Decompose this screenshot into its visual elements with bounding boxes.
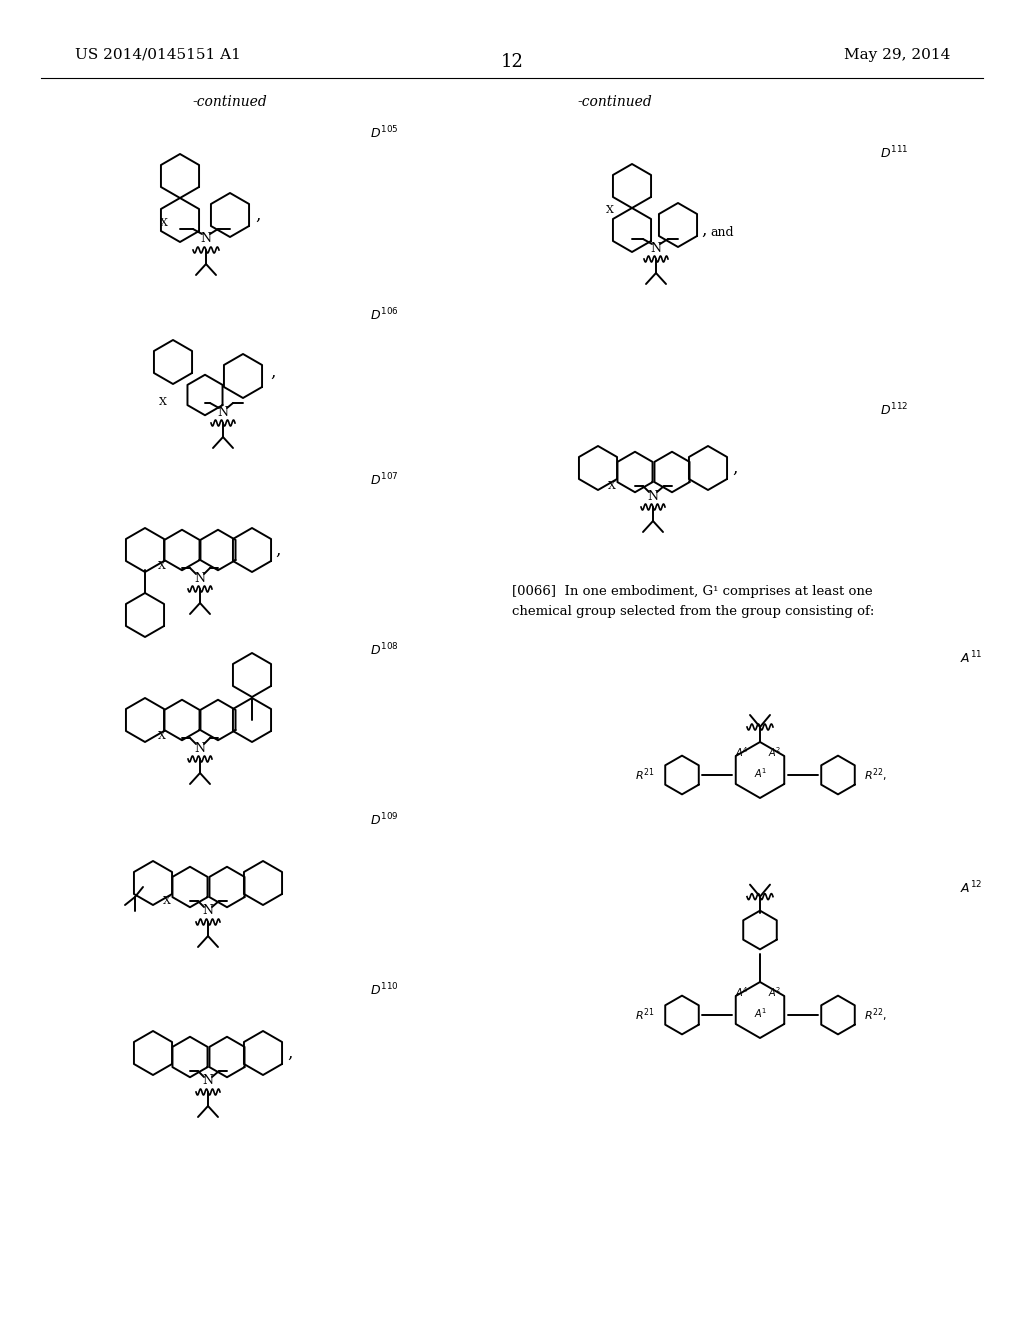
Text: N: N	[647, 490, 658, 503]
Text: ,: ,	[701, 222, 707, 239]
Text: $A^1$: $A^1$	[755, 1006, 768, 1020]
Text: $R^{21}$: $R^{21}$	[635, 1007, 654, 1023]
Text: $A^1$: $A^1$	[755, 766, 768, 780]
Text: $A^{11}$: $A^{11}$	[961, 649, 982, 667]
Text: X: X	[160, 218, 168, 228]
Text: ,: ,	[275, 541, 281, 558]
Text: $A^2$: $A^2$	[768, 985, 781, 999]
Text: X: X	[158, 561, 166, 572]
Text: $D^{107}$: $D^{107}$	[370, 471, 398, 488]
Text: $D^{112}$: $D^{112}$	[880, 401, 908, 418]
Text: N: N	[195, 742, 206, 755]
Text: ,: ,	[288, 1044, 293, 1061]
Text: and: and	[711, 226, 734, 239]
Text: X: X	[163, 896, 171, 906]
Text: ,: ,	[270, 363, 275, 380]
Text: N: N	[217, 405, 228, 418]
Text: $R^{21}$: $R^{21}$	[635, 767, 654, 783]
Text: X: X	[608, 480, 616, 491]
Text: [0066]  In one embodiment, G¹ comprises at least one: [0066] In one embodiment, G¹ comprises a…	[512, 586, 872, 598]
Text: N: N	[203, 1074, 213, 1088]
Text: $A^4$: $A^4$	[735, 985, 749, 999]
Text: $A^4$: $A^4$	[735, 744, 749, 759]
Text: $D^{109}$: $D^{109}$	[370, 812, 398, 829]
Text: -continued: -continued	[193, 95, 267, 110]
Text: $R^{22},$: $R^{22},$	[864, 1006, 888, 1024]
Text: N: N	[195, 572, 206, 585]
Text: US 2014/0145151 A1: US 2014/0145151 A1	[75, 48, 241, 62]
Text: -continued: -continued	[578, 95, 652, 110]
Text: X: X	[159, 397, 167, 407]
Text: ,: ,	[255, 206, 261, 223]
Text: $D^{108}$: $D^{108}$	[370, 642, 398, 659]
Text: $D^{111}$: $D^{111}$	[880, 145, 908, 161]
Text: May 29, 2014: May 29, 2014	[844, 48, 950, 62]
Text: chemical group selected from the group consisting of:: chemical group selected from the group c…	[512, 606, 874, 619]
Text: N: N	[650, 243, 662, 256]
Text: $R^{22},$: $R^{22},$	[864, 766, 888, 784]
Text: $D^{105}$: $D^{105}$	[370, 124, 398, 141]
Text: X: X	[158, 731, 166, 741]
Text: $D^{106}$: $D^{106}$	[370, 306, 398, 323]
Text: $A^{12}$: $A^{12}$	[961, 879, 982, 896]
Text: ,: ,	[732, 459, 737, 477]
Text: 12: 12	[501, 53, 523, 71]
Text: $D^{110}$: $D^{110}$	[370, 982, 398, 998]
Text: N: N	[203, 904, 213, 917]
Text: X: X	[606, 205, 614, 215]
Text: N: N	[201, 232, 212, 246]
Text: $A^2$: $A^2$	[768, 744, 781, 759]
